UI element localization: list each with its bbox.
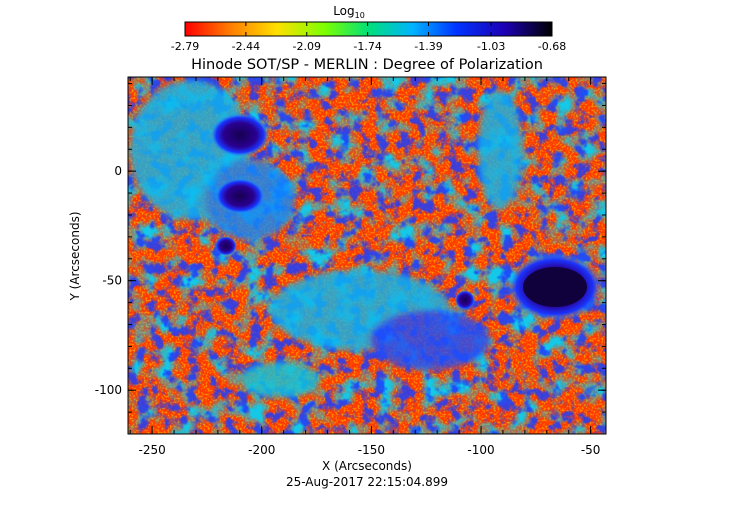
colorbar-tick-label: -1.03 bbox=[477, 40, 505, 53]
x-tick-label: -50 bbox=[581, 443, 601, 457]
colorbar-gradient bbox=[184, 21, 553, 37]
timestamp: 25-Aug-2017 22:15:04.899 bbox=[286, 475, 448, 489]
x-tick-label: -200 bbox=[248, 443, 275, 457]
y-axis: 0 -50 -100 bbox=[95, 83, 606, 413]
x-tick-label: -100 bbox=[467, 443, 494, 457]
x-tick-label: -250 bbox=[139, 443, 166, 457]
x-axis-label: X (Arcseconds) bbox=[322, 459, 412, 473]
x-tick-label: -150 bbox=[358, 443, 385, 457]
colorbar-title: Log10 bbox=[333, 4, 365, 20]
polarization-image bbox=[128, 77, 606, 434]
colorbar: Log10 -2.79 -2.44 -2.09 -1.74 -1.39 -1.03 -0.6… bbox=[171, 4, 566, 53]
sunspot-regions bbox=[210, 113, 603, 321]
colorbar-ticks: -2.79 -2.44 -2.09 -1.74 -1.39 -1.03 -0.68 bbox=[171, 22, 566, 53]
colorbar-tick-label: -1.74 bbox=[353, 40, 381, 53]
plot-title: Hinode SOT/SP - MERLIN : Degree of Polar… bbox=[191, 57, 543, 73]
y-axis-label: Y (Arcseconds) bbox=[68, 211, 82, 301]
y-tick-label: -100 bbox=[95, 383, 122, 397]
y-tick-label: 0 bbox=[114, 164, 122, 178]
colorbar-tick-label: -2.79 bbox=[171, 40, 199, 53]
colorbar-tick-label: -0.68 bbox=[538, 40, 566, 53]
colorbar-tick-label: -2.44 bbox=[232, 40, 260, 53]
colorbar-tick-label: -1.39 bbox=[414, 40, 442, 53]
y-tick-label: -50 bbox=[102, 274, 122, 288]
x-axis: -250 -200 -150 -100 -50 bbox=[129, 77, 601, 457]
plot-frame bbox=[127, 76, 607, 435]
colorbar-tick-label: -2.09 bbox=[293, 40, 321, 53]
